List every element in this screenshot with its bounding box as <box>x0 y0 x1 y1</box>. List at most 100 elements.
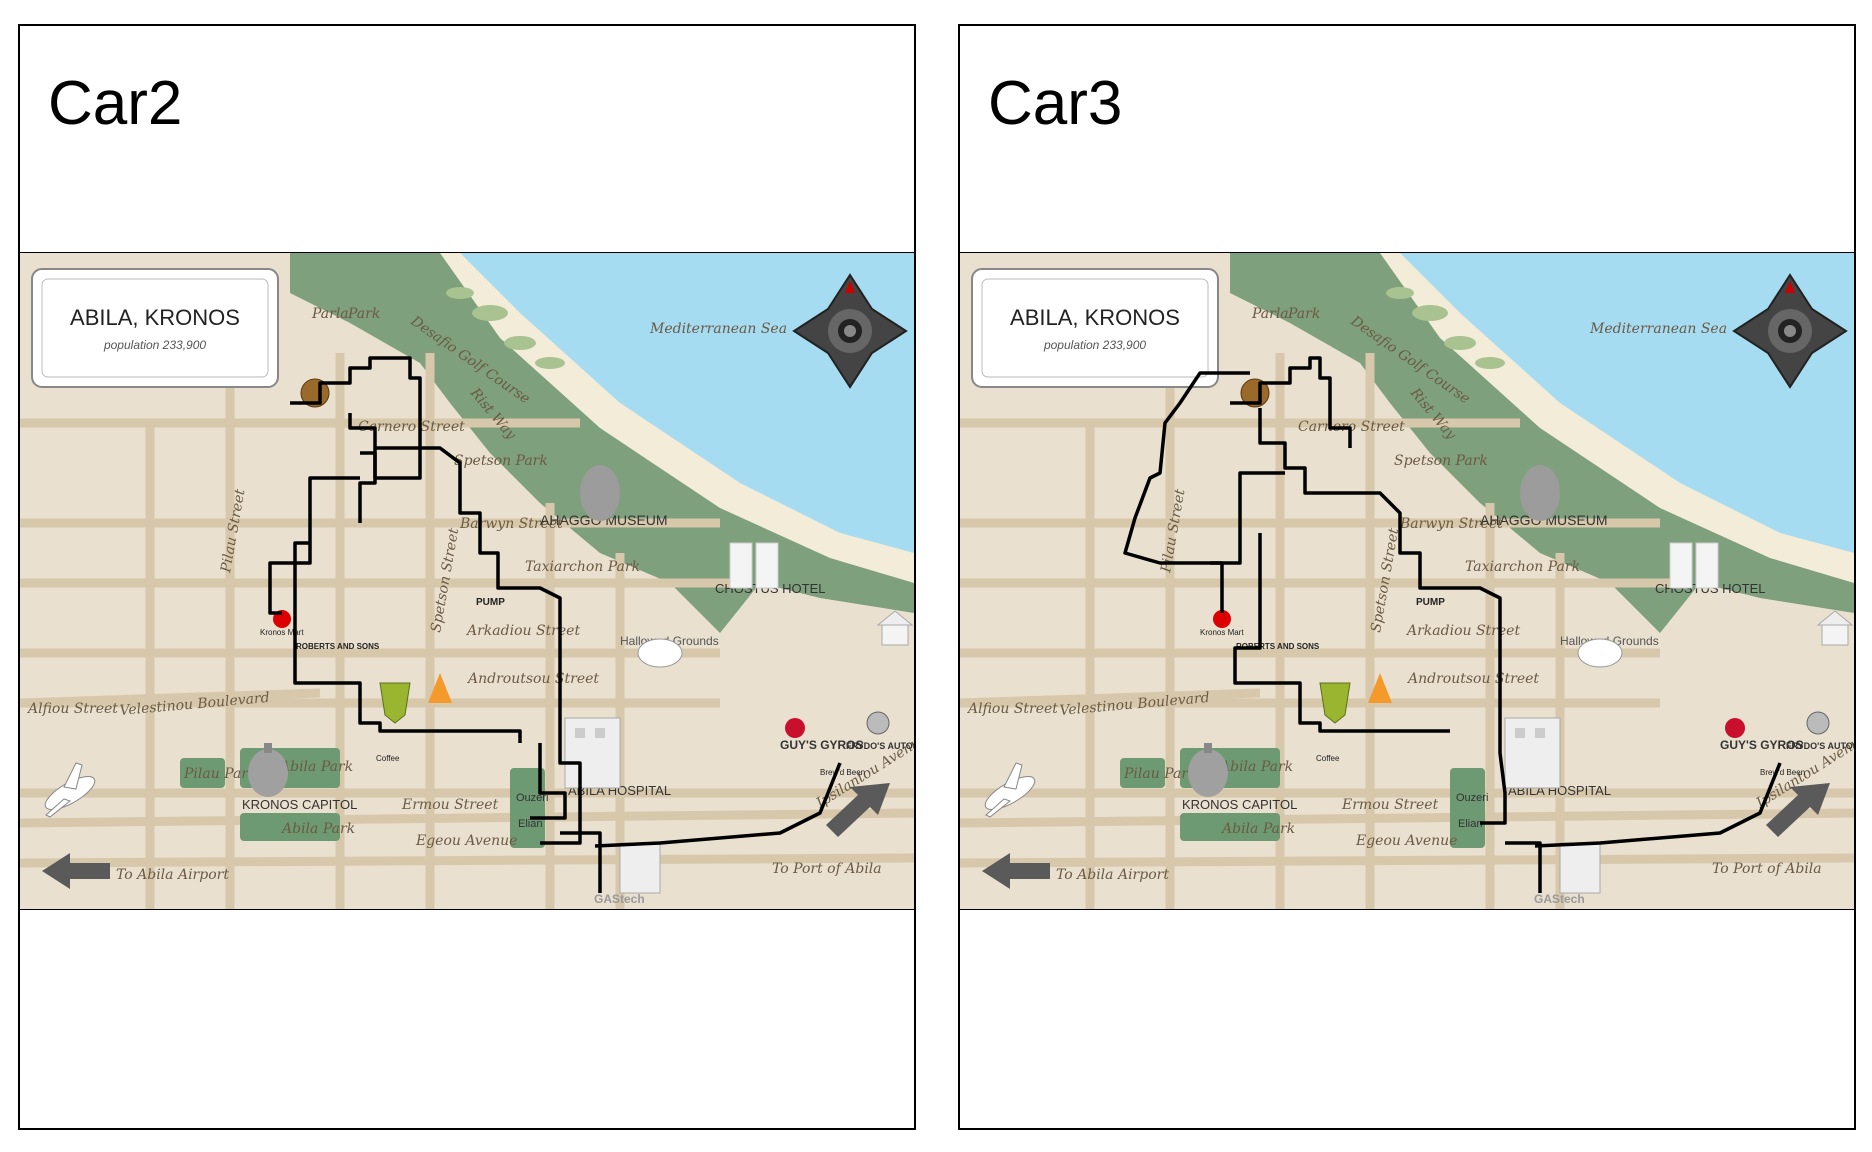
route-segment <box>375 446 582 845</box>
egeou-avenue-label: Egeou Avenue <box>415 833 517 849</box>
coffee-label: Coffee <box>376 754 400 763</box>
androutsou-street-label: Androutsou Street <box>466 671 599 687</box>
coffee-cup-icon <box>1240 378 1270 408</box>
route-segment <box>530 743 567 820</box>
beach-strip <box>1380 253 1854 583</box>
kronos-mart-label: Kronos Mart <box>260 628 304 637</box>
map-canvas[interactable]: ABILA, KRONOS population 233,900 Mediter… <box>20 253 914 909</box>
ouzeri-label: Ouzeri <box>516 792 548 804</box>
guys-gyros-label: GUY'S GYROS <box>1720 738 1804 752</box>
route-segment <box>290 356 422 480</box>
roberts-and-sons-label: ROBERTS AND SONS <box>296 642 380 651</box>
route-segment <box>1123 371 1250 613</box>
parla-label: Parla <box>311 306 349 322</box>
city-title-card: ABILA, KRONOS population 233,900 <box>31 268 279 388</box>
coffee-cup-icon <box>300 378 330 408</box>
arrow-left-icon <box>982 853 1050 889</box>
route-segment <box>594 762 842 848</box>
kronos-capitol-label: KRONOS CAPITOL <box>1182 797 1297 812</box>
gastech-building-icon <box>619 842 661 894</box>
arrow-left-icon <box>42 853 110 889</box>
arrow-right-icon <box>1766 783 1830 837</box>
hospital-building-icon <box>1504 717 1561 789</box>
gps-route[interactable] <box>268 356 842 893</box>
guys-gyros-label: GUY'S GYROS <box>780 738 864 752</box>
androutsou-street-label: Androutsou Street <box>1406 671 1539 687</box>
arkadiou-street-label: Arkadiou Street <box>1405 623 1520 639</box>
panel-title: Car2 <box>48 69 183 138</box>
frydos-icon <box>866 711 890 735</box>
route-segment <box>348 413 410 480</box>
arkadiou-street-label: Arkadiou Street <box>465 623 580 639</box>
central-grocer-icon <box>1319 682 1351 724</box>
guys-gyros-icon <box>785 718 805 738</box>
route-segment <box>1230 356 1352 448</box>
park-label: Park <box>1287 306 1320 322</box>
barwyn-street-label: Barwyn Street <box>1399 516 1503 532</box>
route-segment <box>1233 533 1450 733</box>
port-label: To Port of Abila <box>1712 861 1822 877</box>
car3-panel: Car3 <box>958 24 1856 1130</box>
ermou-street-label: Ermou Street <box>401 797 499 813</box>
route-segment <box>1258 408 1507 825</box>
pilau-park-label: Pilau Park <box>1123 766 1197 782</box>
sea-label: Mediterranean Sea <box>1589 321 1727 337</box>
population-label: population 233,900 <box>103 338 206 352</box>
museum-dome-icon <box>1520 465 1560 521</box>
taxiarchon-label: Taxiarchon Park <box>525 559 640 575</box>
abila-park-label-2: Abila Park <box>1220 821 1295 837</box>
pump-label: PUMP <box>476 597 505 608</box>
kronos-mart-icon <box>1213 610 1231 628</box>
hallowed-grounds-icon <box>1577 638 1623 668</box>
compass-icon[interactable] <box>792 273 908 389</box>
hotel-building-icon <box>1669 542 1719 589</box>
frydos-label: FRYDO'S AUTOSUPPLY <box>846 741 914 751</box>
museum-dome-icon <box>580 465 620 521</box>
barwyn-street-label: Barwyn Street <box>459 516 563 532</box>
park-areas <box>1120 748 1485 848</box>
population-label: population 233,900 <box>1043 338 1146 352</box>
elian-label: Elian <box>518 818 542 830</box>
city-name: ABILA, KRONOS <box>70 305 240 330</box>
frydos-icon <box>1806 711 1830 735</box>
roberts-and-sons-label: ROBERTS AND SONS <box>1236 642 1320 651</box>
brewd-been-label: Brew'd Been <box>1760 768 1805 777</box>
route-segment <box>358 451 377 523</box>
port-label: To Port of Abila <box>772 861 882 877</box>
abila-park-label: Abila Park <box>278 759 353 775</box>
gelatogalore-icon <box>1368 673 1392 703</box>
spetson-park-label: Spetson Park <box>454 453 548 469</box>
pump-label: PUMP <box>1416 597 1445 608</box>
route-segment <box>293 541 522 743</box>
city-name: ABILA, KRONOS <box>1010 305 1180 330</box>
city-title-card: ABILA, KRONOS population 233,900 <box>971 268 1219 388</box>
car2-map[interactable]: ABILA, KRONOS population 233,900 Mediter… <box>20 252 914 910</box>
car2-panel: Car2 <box>18 24 916 1130</box>
golf-greens <box>446 287 565 369</box>
taxiarchon-label: Taxiarchon Park <box>1465 559 1580 575</box>
alfiou-street-label: Alfiou Street <box>966 701 1058 717</box>
ouzeri-label: Ouzeri <box>1456 792 1488 804</box>
golf-greens <box>1386 287 1505 369</box>
abila-park-label-2: Abila Park <box>280 821 355 837</box>
alfiou-street-label: Alfiou Street <box>26 701 118 717</box>
map-canvas[interactable]: ABILA, KRONOS population 233,900 Mediter… <box>960 253 1854 909</box>
route-segment <box>1210 471 1285 565</box>
guys-gyros-icon <box>1725 718 1745 738</box>
coastal-park <box>1230 253 1854 633</box>
airport-label: To Abila Airport <box>116 867 229 883</box>
hallowed-grounds-icon <box>637 638 683 668</box>
route-segment <box>1534 762 1782 848</box>
gps-route[interactable] <box>1123 356 1782 893</box>
gastech-label: GAStech <box>594 892 645 906</box>
car3-map[interactable]: ABILA, KRONOS population 233,900 Mediter… <box>960 252 1854 910</box>
pilau-park-label: Pilau Park <box>183 766 257 782</box>
kronos-capitol-label: KRONOS CAPITOL <box>242 797 357 812</box>
airport-label: To Abila Airport <box>1056 867 1169 883</box>
compass-icon[interactable] <box>1732 273 1848 389</box>
house-icon <box>876 610 914 646</box>
frydos-label: FRYDO'S AUTOSUPPLY <box>1786 741 1854 751</box>
panel-title: Car3 <box>988 69 1123 138</box>
central-grocer-icon <box>379 682 411 724</box>
arrow-right-icon <box>826 783 890 837</box>
